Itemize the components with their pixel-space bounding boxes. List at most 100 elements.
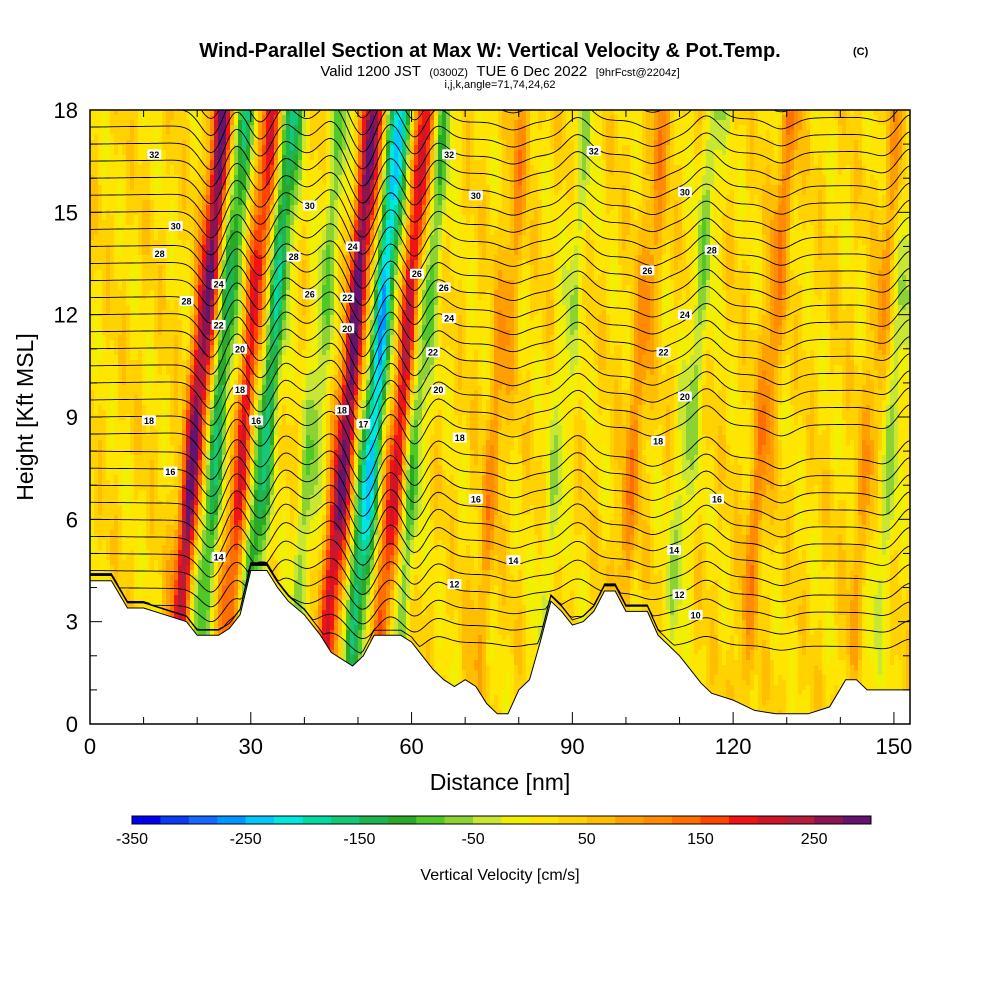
contour-label: 32 — [586, 145, 601, 156]
isentrope-line — [90, 182, 910, 239]
contour-label: 20 — [677, 391, 692, 402]
contour-label: 28 — [704, 244, 719, 255]
contour-label: 16 — [710, 493, 725, 504]
colorbar-swatch — [700, 816, 730, 824]
colorbar-swatch — [302, 816, 332, 824]
contour-label: 18 — [452, 432, 467, 443]
isentrope-line — [90, 564, 910, 640]
colorbar-swatch — [814, 816, 843, 824]
colorbar-tick-label: -350 — [116, 831, 148, 848]
colorbar-swatch — [188, 816, 218, 824]
contour-label: 12 — [672, 589, 687, 600]
colorbar-swatch — [757, 816, 787, 824]
isentrope-line — [90, 114, 910, 171]
colorbar-swatch — [245, 816, 275, 824]
isentrope-line — [90, 335, 910, 392]
vertical-velocity-field — [90, 110, 910, 724]
colorbar-swatch — [217, 816, 246, 824]
contour-label: 22 — [656, 347, 671, 358]
forecast-info: [9hrFcst@2204z] — [596, 67, 680, 79]
contour-label: 16 — [468, 493, 483, 504]
colorbar-swatch — [330, 816, 360, 824]
colorbar-label: Vertical Velocity [cm/s] — [420, 867, 579, 884]
colorbar-swatch — [274, 816, 303, 824]
contour-label: 22 — [211, 319, 226, 330]
contour-label: 24 — [442, 313, 457, 324]
isentrope-line — [90, 387, 910, 444]
colorbar-swatch — [387, 816, 417, 824]
isentrope-line — [90, 250, 910, 307]
colorbar-swatch — [842, 816, 872, 824]
colorbar-swatch — [444, 816, 474, 824]
x-tick-label: 0 — [84, 734, 96, 759]
contour-label: 28 — [286, 251, 301, 262]
colorbar-swatch — [501, 816, 531, 824]
isentrope-line — [90, 267, 910, 324]
colorbar-swatch — [643, 816, 673, 824]
isentrope-line — [90, 165, 910, 222]
contour-label: 20 — [233, 343, 248, 354]
contour-label: 14 — [506, 555, 521, 566]
isentrope-line — [90, 433, 910, 483]
contour-label: 26 — [302, 289, 317, 300]
y-tick-label: 15 — [54, 200, 78, 225]
colorbar-swatch — [586, 816, 616, 824]
isentrope-line — [90, 520, 910, 566]
grid-indices: i,j,k,angle=71,74,24,62 — [444, 79, 555, 91]
contour-label: 14 — [211, 551, 226, 562]
isentrope-line — [90, 370, 910, 426]
contour-label: 18 — [334, 405, 349, 416]
isentrope-line — [90, 557, 910, 595]
y-tick-label: 0 — [66, 712, 78, 737]
colorbar-tick-label: 150 — [687, 831, 714, 848]
contour-label: 16 — [249, 415, 264, 426]
valid-date: TUE 6 Dec 2022 — [476, 63, 587, 80]
contour-label: 18 — [141, 415, 156, 426]
colorbar-tick-label: -50 — [462, 831, 485, 848]
contour-label: 22 — [340, 292, 355, 303]
isentrope-line — [90, 233, 910, 290]
contour-label: 12 — [447, 579, 462, 590]
isentrope-line — [90, 562, 910, 610]
contour-label: 30 — [677, 186, 692, 197]
contour-label: 28 — [152, 248, 167, 259]
colorbar-swatch — [416, 816, 445, 824]
colorbar-swatch — [558, 816, 588, 824]
x-tick-label: 60 — [399, 734, 423, 759]
y-tick-label: 18 — [54, 98, 78, 123]
x-tick-label: 30 — [239, 734, 263, 759]
contour-label: 10 — [688, 609, 703, 620]
x-tick-label: 90 — [560, 734, 584, 759]
contour-label: 24 — [677, 309, 692, 320]
isentrope-line — [90, 216, 910, 273]
colorbar-swatch — [728, 816, 758, 824]
colorbar-swatch — [132, 816, 161, 824]
contour-label: 30 — [468, 190, 483, 201]
contour-label: 17 — [356, 418, 371, 429]
contour-label: 30 — [168, 220, 183, 231]
contour-label: 20 — [340, 323, 355, 334]
colorbar-frame — [131, 815, 872, 825]
contour-label: 28 — [179, 296, 194, 307]
x-axis: 0 30 60 90 120 150 — [84, 110, 912, 759]
isentrope-line — [90, 564, 910, 654]
contour-label: 16 — [163, 466, 178, 477]
contour-label: 24 — [211, 278, 226, 289]
contour-label: 18 — [651, 435, 666, 446]
contour-label: 14 — [667, 545, 682, 556]
isentrope-line — [90, 131, 910, 188]
y-axis: 0 3 6 9 12 15 18 — [54, 98, 910, 737]
y-tick-label: 6 — [66, 507, 78, 532]
isentrope-line — [90, 539, 910, 581]
colorbar-swatch — [473, 816, 502, 824]
chart-title: Wind-Parallel Section at Max W: Vertical… — [199, 40, 780, 62]
colorbar: -350 -250 -150 -50 50 150 250 — [116, 815, 872, 848]
colorbar-tick-label: -250 — [230, 831, 262, 848]
contour-label: 20 — [431, 384, 446, 395]
contour-label: 30 — [302, 200, 317, 211]
colorbar-swatch — [785, 816, 815, 824]
isentrope-line — [90, 467, 910, 517]
valid-time: Valid 1200 JST (0300Z) TUE 6 Dec 2022 [9… — [320, 63, 679, 80]
colorbar-swatch — [672, 816, 701, 824]
